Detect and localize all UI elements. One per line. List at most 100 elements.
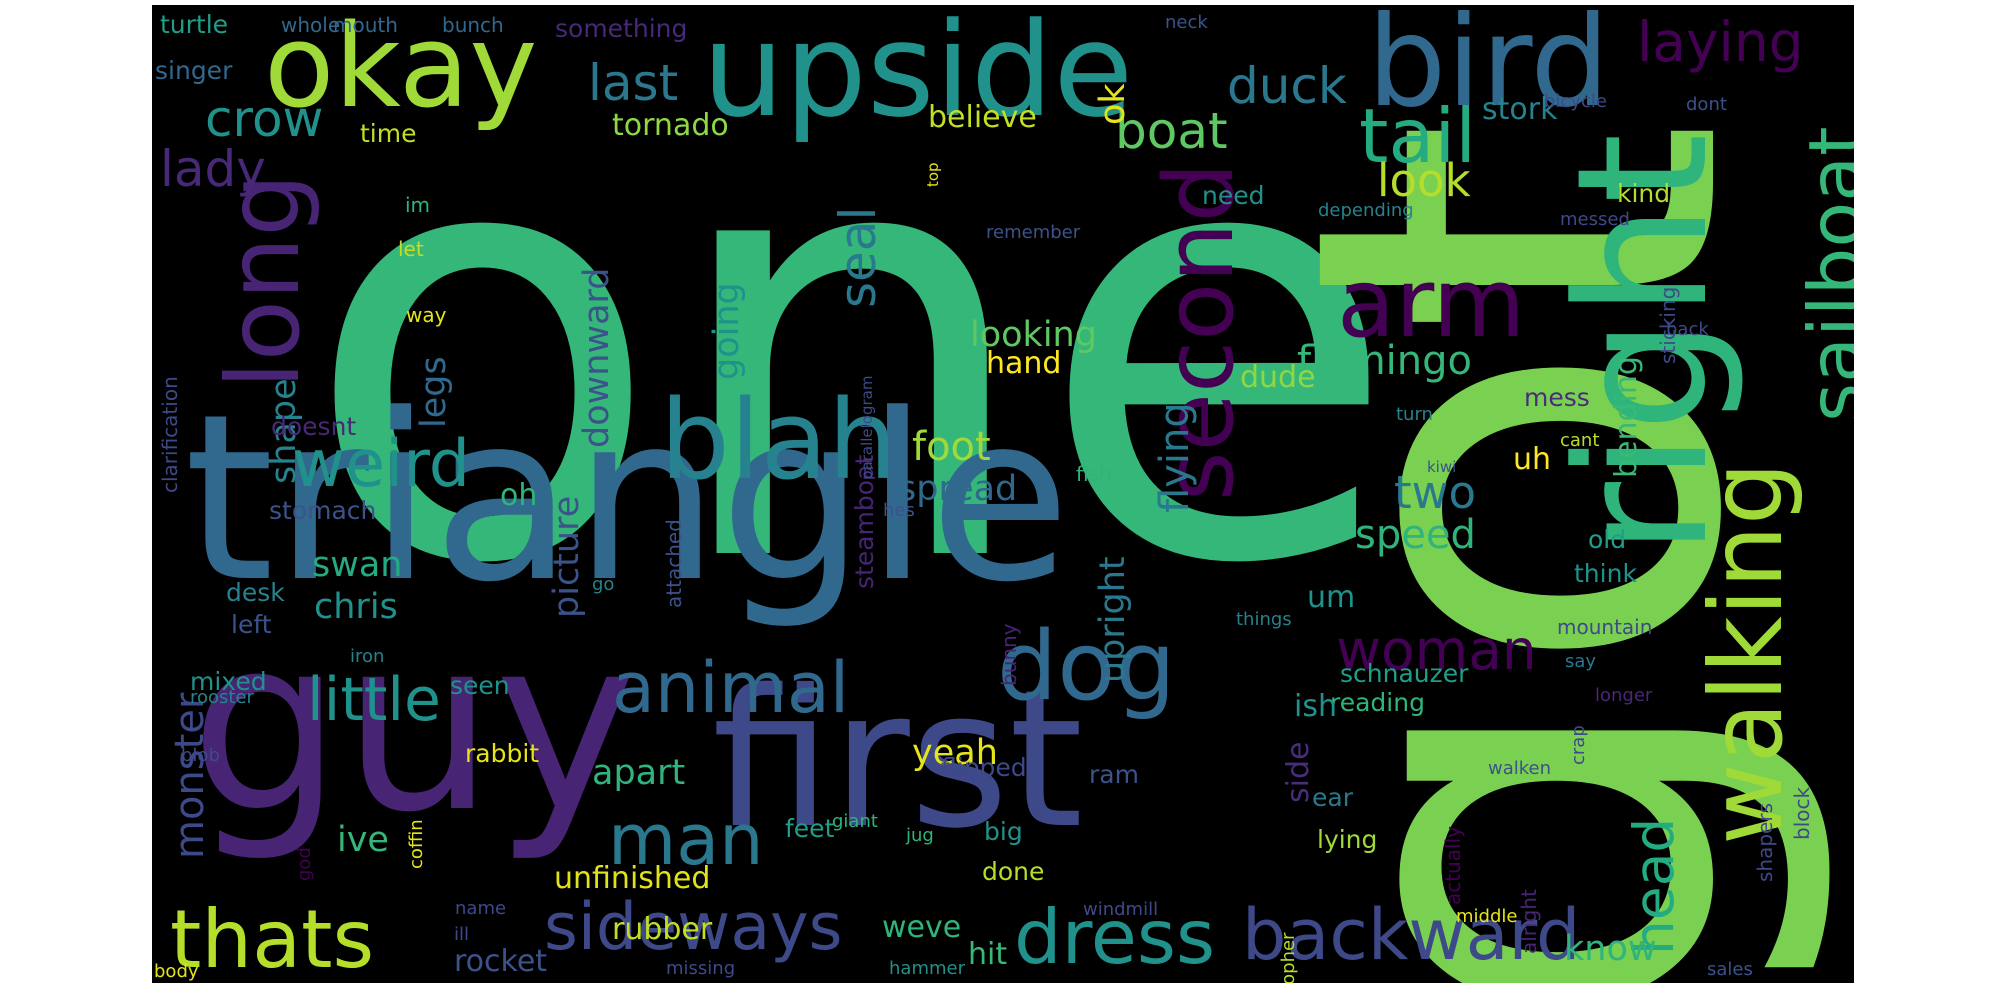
word-back: back <box>1666 319 1709 340</box>
word-im: im <box>405 193 431 217</box>
word-alright: alright <box>1517 889 1541 954</box>
word-blah: blah <box>660 376 898 504</box>
word-mountain: mountain <box>1557 615 1653 639</box>
word-name: name <box>455 898 507 919</box>
word-singer: singer <box>155 56 233 85</box>
word-guy: guy <box>190 585 637 865</box>
word-way: way <box>406 303 447 327</box>
word-windmill: windmill <box>1083 899 1159 920</box>
word-ive: ive <box>337 820 389 860</box>
word-turtle: turtle <box>160 10 229 39</box>
word-flipped: flipped <box>941 753 1027 782</box>
word-bicycle: bicycle <box>1544 91 1607 112</box>
word-ill: ill <box>454 924 470 945</box>
word-know: know <box>1564 929 1657 969</box>
word-looking: looking <box>970 315 1097 355</box>
word-ok: ok <box>1093 83 1133 125</box>
word-two: two <box>1394 466 1476 519</box>
word-crow: crow <box>205 90 324 148</box>
word-coffin: coffin <box>406 818 427 869</box>
word-fish: fish <box>1076 462 1112 486</box>
word-flying: flying <box>1152 402 1198 513</box>
word-seen: seen <box>450 671 510 700</box>
word-schnauzer: schnauzer <box>1340 659 1469 688</box>
word-weve: weve <box>882 910 962 945</box>
word-uh: uh <box>1513 442 1552 477</box>
word-remember: remember <box>986 222 1081 243</box>
word-mess: mess <box>1524 383 1590 412</box>
word-big: big <box>984 817 1023 846</box>
word-stomach: stomach <box>269 496 377 525</box>
word-swan: swan <box>312 545 403 585</box>
word-think: think <box>1574 559 1637 588</box>
word-dont: dont <box>1686 94 1727 115</box>
word-bunch: bunch <box>442 13 504 37</box>
word-feet: feet <box>785 814 835 843</box>
word-oh: oh <box>500 478 538 513</box>
word-ear: ear <box>1312 783 1353 812</box>
word-missing: missing <box>666 958 736 979</box>
word-unfinished: unfinished <box>554 861 711 896</box>
word-mouth: mouth <box>333 13 398 37</box>
word-first: first <box>712 649 1084 870</box>
word-blob: blob <box>181 745 220 766</box>
word-time: time <box>360 119 417 148</box>
word-seal: seal <box>829 206 887 308</box>
word-okay: okay <box>264 5 538 134</box>
word-bird: bird <box>1367 5 1610 135</box>
word-walken: walken <box>1488 758 1552 779</box>
word-animal: animal <box>612 647 850 729</box>
word-monster: monster <box>167 692 213 859</box>
word-block: block <box>1790 786 1814 840</box>
word-um: um <box>1307 580 1356 615</box>
word-messed: messed <box>1560 209 1630 230</box>
word-flamingo: flamingo <box>1297 338 1472 384</box>
word-old: old <box>1588 525 1627 554</box>
word-lying: lying <box>1317 825 1378 854</box>
word-one: one <box>302 6 1400 693</box>
word-look: look <box>1377 154 1471 207</box>
word-middle: middle <box>1456 906 1518 927</box>
word-bending: bending <box>1609 356 1644 478</box>
word-ram: ram <box>1089 760 1139 789</box>
word-giant: giant <box>832 811 878 832</box>
word-reading: reading <box>1330 688 1425 717</box>
word-jug: jug <box>906 825 934 846</box>
word-hammer: hammer <box>889 958 965 979</box>
word-whole: whole <box>281 13 341 37</box>
word-desk: desk <box>226 578 285 607</box>
word-lady: lady <box>160 140 266 198</box>
word-say: say <box>1565 651 1597 672</box>
word-apart: apart <box>592 753 686 793</box>
word-things: things <box>1236 609 1292 630</box>
word-rabbit: rabbit <box>465 739 540 768</box>
word-sailboat: sailboat <box>1792 126 1854 422</box>
word-side: side <box>1281 741 1316 803</box>
word-dude: dude <box>1240 360 1316 395</box>
word-turn: turn <box>1396 404 1433 425</box>
word-sales: sales <box>1707 959 1753 980</box>
word-left: left <box>231 610 272 639</box>
word-bunny: bunny <box>997 623 1021 686</box>
word-woman: woman <box>1336 618 1537 682</box>
word-sideways: sideways <box>544 890 843 965</box>
word-rooster: rooster <box>190 687 254 708</box>
word-iron: iron <box>350 646 385 667</box>
word-done: done <box>982 857 1045 886</box>
word-little: little <box>307 665 441 735</box>
word-legs: legs <box>414 356 454 428</box>
word-stork: stork <box>1482 92 1558 127</box>
word-actually: actually <box>1441 826 1465 905</box>
word-chris: chris <box>314 587 398 627</box>
word-christopher: christopher <box>1278 932 1299 983</box>
word-doesnt: doesnt <box>271 412 357 441</box>
word-long: long <box>205 173 322 389</box>
word-god: god <box>294 846 315 881</box>
word-hand: hand <box>986 346 1062 381</box>
word-laying: laying <box>1637 10 1804 74</box>
word-boat: boat <box>1115 102 1228 160</box>
word-attached: attached <box>662 519 686 608</box>
word-last: last <box>588 54 679 112</box>
word-cant: cant <box>1560 430 1600 451</box>
word-walking: walking <box>1688 461 1805 845</box>
